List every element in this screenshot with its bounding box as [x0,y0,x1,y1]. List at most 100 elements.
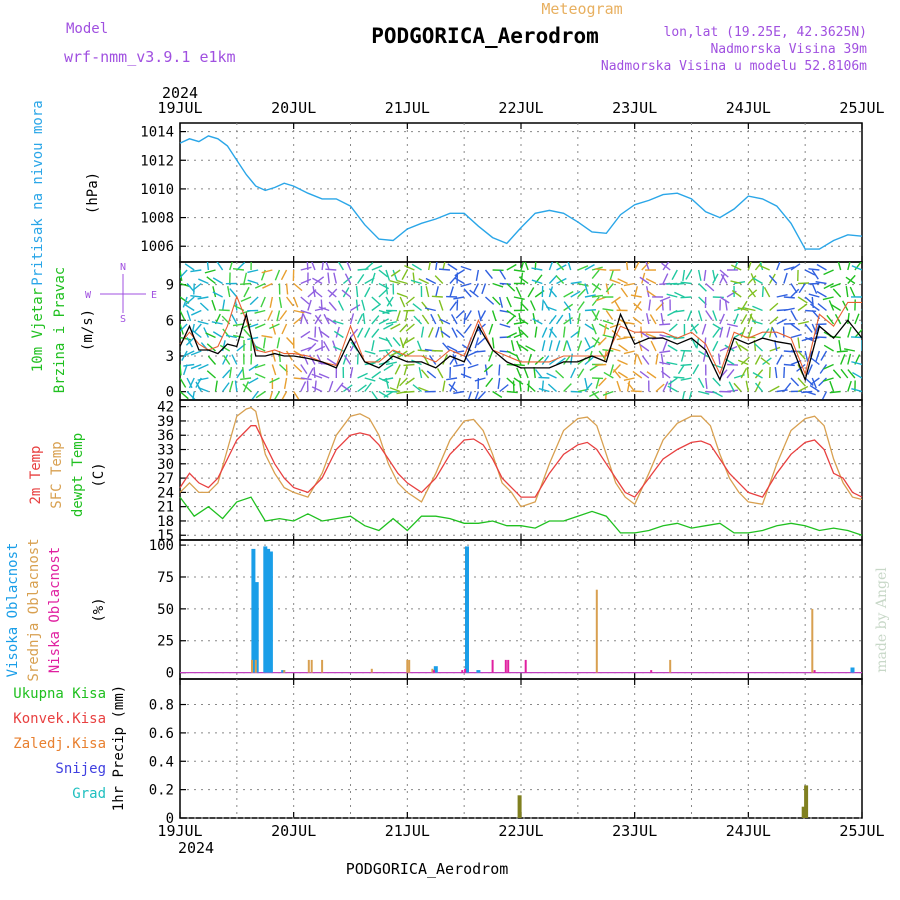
wind-barb [357,273,365,284]
wind-barb [254,309,266,314]
wind-barb [661,370,671,379]
wind-barb [293,296,299,308]
wind-barb [712,323,723,331]
wind-barb [396,310,401,322]
wind-barb [639,370,650,379]
wind-barb [808,293,820,298]
wind-barb [783,382,792,392]
wind-barb [300,309,312,315]
wind-barb [262,337,266,349]
wind-barb [212,331,223,339]
wind-barb [232,323,245,327]
wind-barb [461,344,472,352]
wind-barb [680,350,686,362]
wind-barb [577,288,586,298]
wind-barb [328,301,337,311]
wind-barb [760,357,771,366]
wind-barb [633,353,637,365]
year-bottom: 2024 [178,839,214,857]
precip-bar [804,785,809,818]
wind-barb [555,370,565,379]
wind-barb [199,302,209,312]
wind-barb [614,300,622,311]
wind-barb [249,296,259,306]
wind-barb [545,306,557,312]
wind-barb [712,328,720,338]
wind-barb [190,295,202,298]
wind-barb [680,377,692,381]
wind-barb [655,353,659,365]
wind-barb [577,301,585,311]
wind-barb [180,269,188,279]
cloud-bar [263,546,268,673]
wind-barb [609,347,621,352]
wind-barb [198,278,209,285]
wind-barb [180,310,186,321]
wind-barb [748,287,756,298]
wind-ylabel-2: Brzina i Pravac [52,267,68,393]
wind-barb [449,301,458,311]
wind-barb [662,340,668,352]
wind-barb [611,296,621,304]
wind-barb [811,377,817,389]
wind-barb [660,313,664,325]
wind-barb [759,264,770,271]
wind-barb [327,289,337,298]
wind-barb [204,269,216,274]
wind-barb [570,353,573,365]
wind-barb [516,340,522,352]
wind-barb [641,272,646,284]
wind-barb [752,305,763,312]
wind-barb [276,337,281,349]
wind-barb [455,329,465,338]
wind-barb [661,262,671,271]
temp-legend-dewpt: dewpt Temp [70,433,86,517]
wind-barb [851,265,862,271]
cloud-ytick-label: 25 [157,634,174,650]
wind-barb [271,364,277,376]
precipitation-panel: 0 0.2 0.4 0.6 0.8 Ukupna Kisa Konvek.Kisa Zaled… [13,678,863,827]
wind-barb [382,309,394,315]
wind-barb [197,320,209,325]
wind-barb [390,323,401,330]
cloud-bar [669,659,672,673]
wind-barb [623,377,635,382]
wind-barb [424,307,436,312]
wind-barb [364,377,376,382]
wind-barb [598,377,607,387]
pressure-ytick-label: 1014 [140,125,174,141]
wind-barb [549,328,558,338]
wind-barb [529,300,536,311]
wind-barb [390,269,401,277]
wind-barb [783,363,795,367]
wind-barb [474,350,486,353]
wind-barb [513,321,525,325]
wind-barb [632,316,643,325]
wind-barb [312,286,316,298]
wind-barb [254,282,266,289]
wind-barb [577,368,585,379]
wind-barb [242,383,252,393]
wind-barb [396,279,408,285]
wind-barb [717,353,721,365]
precipitation-ytick-label: 0 [166,811,174,827]
wind-barb [311,386,323,393]
wind-barb [438,299,444,311]
wind-barb [761,285,764,298]
wind-barb [740,356,750,366]
wind-barb [548,288,558,298]
wind-barb [541,355,550,365]
wind-barb [519,329,529,338]
compass-s: S [120,314,126,325]
wind-barb [847,326,852,338]
wind-barb [364,382,372,392]
wind-barb [401,269,408,281]
wind-barb [689,323,700,332]
wind-barb [186,377,193,389]
temperature-ytick-label: 33 [157,443,174,459]
wind-barb [389,279,401,285]
wind-barb [364,286,371,298]
wind-barb [385,296,393,307]
wind-barb [605,283,610,295]
wind-barb [609,269,615,281]
